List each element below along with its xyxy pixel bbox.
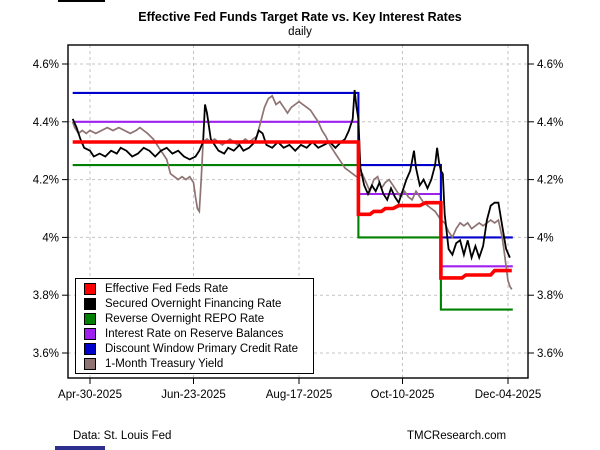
y-tick-label-left: 3.8% xyxy=(33,290,59,302)
legend-swatch-iorb xyxy=(84,327,96,340)
x-tick-label: Aug-17-2025 xyxy=(266,389,333,401)
plot-border xyxy=(67,44,529,379)
y-tick-label-left: 4% xyxy=(42,232,59,244)
legend-label: Discount Window Primary Credit Rate xyxy=(105,342,299,355)
series-line-treasury-1m xyxy=(71,94,513,290)
chart-subtitle: daily xyxy=(288,26,312,38)
y-tick-label-right: 4.6% xyxy=(537,59,563,71)
series-line-reverse-repo xyxy=(72,164,513,311)
x-tick-label: Apr-30-2025 xyxy=(58,389,122,401)
legend-swatch-discount-window xyxy=(84,342,96,355)
legend-label: Secured Overnight Financing Rate xyxy=(105,297,282,310)
legend-item-treasury-1m: 1-Month Treasury Yield xyxy=(84,356,313,371)
legend-swatch-treasury-1m xyxy=(84,357,96,370)
y-tick-label-left: 4.6% xyxy=(33,59,59,71)
y-tick-label-left: 4.2% xyxy=(33,175,59,187)
y-tick-label-right: 4% xyxy=(537,232,554,244)
legend-swatch-effr xyxy=(84,282,96,295)
chart-title: Effective Fed Funds Target Rate vs. Key … xyxy=(138,10,462,24)
y-tick-label-right: 4.4% xyxy=(537,117,563,129)
screen-artifact-bottom xyxy=(55,446,105,450)
y-tick-label-right: 4.2% xyxy=(537,175,563,187)
y-tick-label-right: 3.6% xyxy=(537,348,563,360)
legend-label: 1-Month Treasury Yield xyxy=(105,357,224,370)
legend-swatch-reverse-repo xyxy=(84,312,96,325)
y-tick-label-left: 3.6% xyxy=(33,348,59,360)
legend-item-reverse-repo: Reverse Overnight REPO Rate xyxy=(84,311,313,326)
legend-item-discount-window: Discount Window Primary Credit Rate xyxy=(84,341,313,356)
legend-item-iorb: Interest Rate on Reserve Balances xyxy=(84,326,313,341)
watermark-label: TMCResearch.com xyxy=(407,430,507,442)
legend-swatch-sofr xyxy=(84,297,96,310)
series-line-effr xyxy=(72,140,512,280)
legend-item-effr: Effective Fed Feds Rate xyxy=(84,281,313,296)
legend-label: Effective Fed Feds Rate xyxy=(105,282,229,295)
y-tick-label-right: 3.8% xyxy=(537,290,563,302)
legend-label: Interest Rate on Reserve Balances xyxy=(105,327,284,340)
x-tick-label: Jun-23-2025 xyxy=(161,389,226,401)
legend: Effective Fed Feds Rate Secured Overnight… xyxy=(75,278,314,374)
data-source-label: Data: St. Louis Fed xyxy=(73,430,172,442)
legend-item-sofr: Secured Overnight Financing Rate xyxy=(84,296,313,311)
screen-artifact-top xyxy=(58,0,105,2)
series-line-sofr xyxy=(71,89,511,261)
x-tick-label: Oct-10-2025 xyxy=(371,389,435,401)
x-tick-label: Dec-04-2025 xyxy=(475,389,541,401)
legend-label: Reverse Overnight REPO Rate xyxy=(105,312,265,325)
y-tick-label-left: 4.4% xyxy=(33,117,59,129)
